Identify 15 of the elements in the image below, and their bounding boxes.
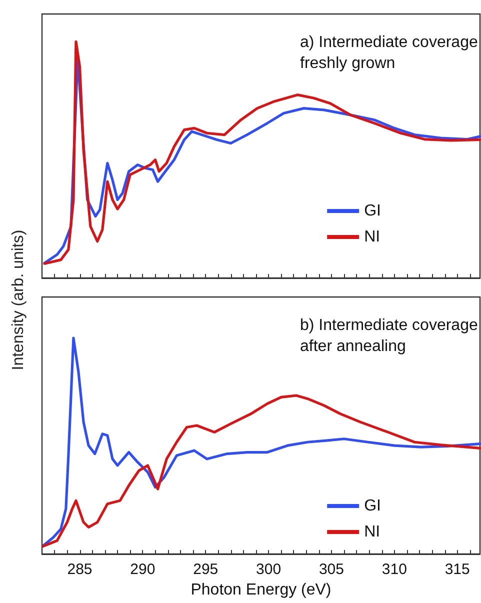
x-tick-label: 310 — [382, 561, 407, 578]
x-tick-label: 285 — [67, 561, 92, 578]
legend-label: NI — [364, 524, 380, 540]
x-axis-title: Photon Energy (eV) — [190, 582, 332, 598]
x-tick-label: 300 — [256, 561, 282, 578]
legend-label: GI — [364, 498, 381, 514]
x-tick-label: 305 — [318, 561, 344, 578]
legend-label: NI — [364, 228, 380, 246]
legend-label: GI — [364, 202, 381, 220]
x-tick-label: 315 — [444, 561, 470, 578]
y-axis-title: Intensity (arb. units) — [10, 230, 28, 370]
chart-title: a) Intermediate coverage freshly grown — [300, 34, 478, 72]
chart-title: b) Intermediate coverage after annealing — [300, 317, 478, 355]
x-tick-label: 290 — [130, 561, 156, 578]
x-tick-label: 295 — [193, 561, 218, 578]
